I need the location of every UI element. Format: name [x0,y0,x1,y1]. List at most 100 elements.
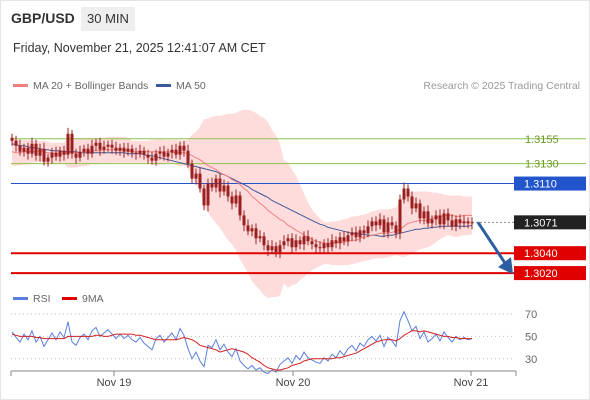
candle-body [442,213,446,225]
candle-body [214,178,218,188]
support-tag-1.3040 [514,246,586,261]
candle-body [378,219,382,226]
candle-body [238,195,242,216]
candle-body [146,154,150,158]
candle-body [218,178,222,192]
candle-body [58,150,62,157]
candle-body [34,143,38,156]
candle-body [438,215,442,225]
candle-body [446,213,450,221]
candle-body [26,147,30,154]
rsi-line [11,310,473,374]
candle-body [270,246,274,251]
candle-body [346,235,350,242]
research-credit: Research © 2025 Trading Central [423,80,580,92]
candle-body [458,219,462,224]
candle-body [162,151,166,157]
candle-body [410,196,414,209]
legend-ma50: MA 50 [156,80,206,92]
candle-body [322,243,326,249]
candle-body [182,145,186,151]
candle-body [242,215,246,226]
candle-body [166,152,170,157]
candle-body [306,236,310,242]
candle-body [286,238,290,242]
candle-body [78,151,82,158]
candle-body [110,144,114,148]
candle-body [186,150,190,164]
candle-body [266,245,270,251]
candle-body [350,232,354,236]
legend-ma20-swatch [13,83,28,87]
candle-body [254,228,258,239]
candle-body [62,150,66,155]
rsi-tick-70: 70 [525,309,537,321]
legend-ma20-label: MA 20 + Bollinger Bands [33,80,149,92]
candle-body [406,188,410,197]
legend-9ma-swatch [62,296,77,300]
symbol-title: GBP/USD [11,10,75,26]
candle-body [362,230,366,234]
candle-body [114,147,118,151]
candle-body [262,236,266,246]
candle-body [450,220,454,227]
pivot-label-1.3110: 1.3110 [524,179,557,191]
chart-datetime: Friday, November 21, 2025 12:41:07 AM CE… [13,41,266,55]
candle-body [422,211,426,219]
candle-body [138,150,142,154]
legend-rsi-swatch [13,296,28,300]
candle-body [42,148,46,162]
candle-body [402,188,406,200]
candle-body [314,244,318,248]
candle-body [310,241,314,245]
forecast-arrowhead [498,257,513,275]
candle-body [278,245,282,253]
support-label-1.3020: 1.3020 [524,268,558,280]
candle-body [82,148,86,152]
resistance-label-1.3130: 1.3130 [525,159,559,171]
candle-body [294,240,298,248]
legend-9ma: 9MA [62,293,104,305]
candle-body [386,222,390,233]
candle-body [274,246,278,253]
candle-body [330,240,334,248]
candle-body [54,152,58,157]
rsi-tick-50: 50 [525,331,537,343]
candle-body [202,188,206,206]
candle-body [154,153,158,161]
candle-body [74,153,78,158]
candle-body [18,145,22,152]
candle-body [142,150,146,155]
candle-body [10,137,14,141]
candle-body [86,148,90,154]
candle-body [318,247,322,249]
candle-body [298,240,302,245]
last-price-label: 1.3071 [524,217,558,229]
candle-body [250,228,254,232]
candle-body [382,219,386,233]
candle-body [430,219,434,224]
candle-body [326,243,330,248]
candle-body [210,183,214,188]
support-tag-1.3020 [514,266,586,281]
x-tick-label-2: Nov 21 [454,377,489,389]
candle-body [414,203,418,209]
candle-body [14,140,18,146]
candle-body [470,222,474,224]
candle-body [90,145,94,154]
candle-body [178,145,182,155]
candle-body [258,236,262,239]
rsi-tick-30: 30 [525,354,537,366]
candle-body [118,147,122,151]
pivot-tag-1.3110 [514,176,586,191]
bollinger-band [12,109,472,299]
candle-body [126,148,130,152]
candle-body [170,149,174,153]
candle-body [334,240,338,244]
candle-body [234,195,238,204]
timeframe-badge[interactable]: 30 MIN [81,7,135,31]
rsi-9ma-line [11,330,472,371]
candle-body [466,221,470,224]
candle-body [30,143,34,154]
